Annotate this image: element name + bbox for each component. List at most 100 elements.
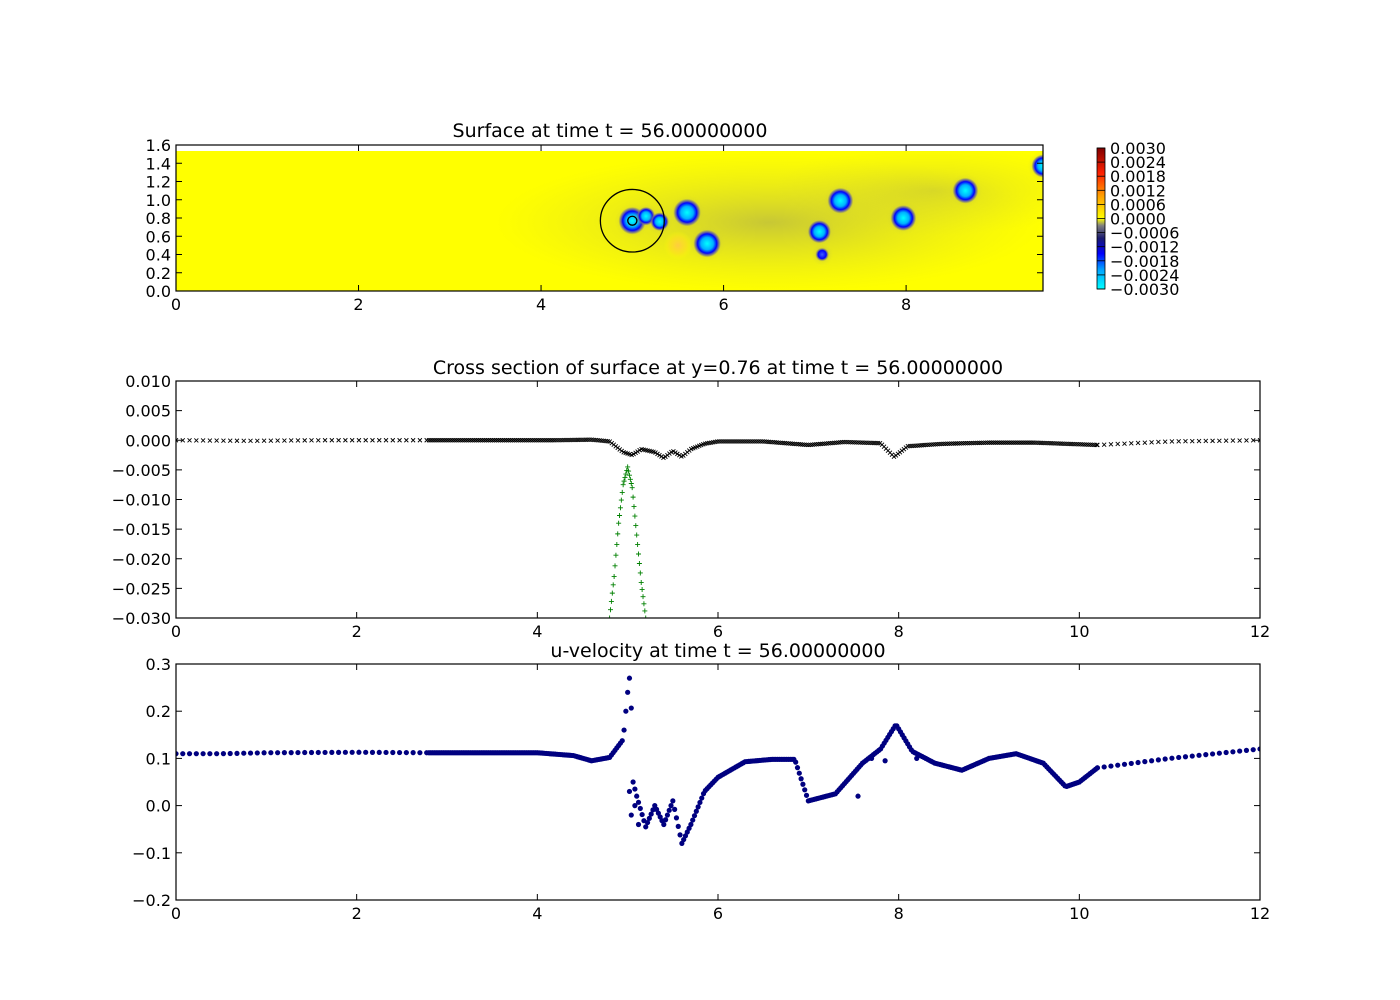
obstacle-point	[629, 485, 635, 491]
colorbar-label: 0.0018	[1110, 167, 1166, 186]
surface-point	[474, 437, 479, 443]
surface-point	[410, 437, 416, 443]
obstacle-point	[636, 560, 642, 566]
surface-point	[472, 437, 477, 443]
obstacle-point	[615, 531, 621, 537]
colorbar-label: 0.0030	[1110, 139, 1166, 158]
surface-y-tick-label: 1.4	[146, 154, 171, 173]
surface-point	[987, 440, 992, 445]
colorbar-label: 0.0000	[1110, 210, 1166, 229]
velocity-point	[207, 751, 213, 757]
velocity-point	[220, 751, 227, 757]
surface-point	[288, 438, 294, 443]
surface-point	[1189, 438, 1195, 444]
surface-point	[734, 439, 740, 444]
depression-spot	[890, 205, 917, 231]
surface-point	[466, 437, 471, 443]
velocity-point	[648, 811, 654, 817]
surface-point	[506, 437, 511, 443]
depression-spot	[673, 198, 701, 227]
velocity-point	[1203, 752, 1209, 758]
obstacle-point	[630, 494, 636, 500]
surface-point	[376, 437, 382, 443]
surface-point	[404, 437, 409, 443]
velocity-point	[800, 781, 806, 787]
velocity-point	[295, 749, 301, 756]
velocity-point	[1216, 750, 1222, 756]
velocity-x-tick-label: 6	[713, 904, 723, 923]
velocity-point	[403, 749, 409, 756]
velocity-y-tick-label: −0.2	[132, 891, 171, 910]
surface-point	[1223, 438, 1229, 444]
velocity-point	[626, 675, 633, 681]
surface-point	[520, 437, 525, 443]
cross-section-y-tick-label: −0.010	[112, 491, 171, 510]
surface-point	[1244, 438, 1249, 443]
velocity-point	[1250, 747, 1256, 753]
velocity-point	[699, 795, 705, 801]
velocity-y-tick-label: 0.1	[146, 749, 171, 768]
velocity-point	[410, 750, 416, 756]
surface-point	[716, 439, 722, 444]
obstacle-point	[634, 532, 640, 538]
surface-point	[194, 438, 199, 443]
surface-point	[444, 437, 450, 443]
surface-point	[1010, 440, 1016, 445]
velocity-x-tick-label: 12	[1250, 904, 1270, 923]
velocity-point	[247, 750, 254, 756]
velocity-markers	[176, 675, 1260, 846]
depression-spot	[1031, 154, 1043, 178]
velocity-point	[1135, 759, 1141, 766]
surface-point	[417, 437, 423, 443]
obstacle-point	[617, 505, 623, 511]
surface-y-tick-label: 1.2	[146, 173, 171, 192]
surface-point	[295, 438, 301, 443]
surface-point	[569, 437, 575, 443]
obstacle-point	[622, 475, 628, 481]
velocity-y-ticks: −0.2 −0.1 0.0 0.1 0.2 0.3	[132, 655, 1260, 910]
surface-point	[1210, 438, 1215, 444]
surface-point	[571, 437, 577, 443]
velocity-point	[663, 817, 669, 823]
surface-point	[996, 440, 1002, 445]
surface-point	[525, 437, 531, 443]
colorbar-label: −0.0006	[1110, 224, 1179, 243]
velocity-y-tick-label: 0.3	[146, 655, 171, 674]
surface-point	[581, 437, 587, 443]
obstacle-point	[642, 608, 648, 614]
surface-point	[1002, 440, 1008, 445]
velocity-point	[666, 807, 672, 813]
cross-section-y-tick-label: −0.015	[112, 520, 171, 539]
surface-point	[430, 437, 436, 443]
surface-point	[746, 439, 752, 444]
surface-point	[454, 437, 460, 443]
depression-spot	[807, 220, 831, 244]
elevation-spot	[663, 230, 693, 260]
surface-point	[432, 437, 438, 443]
velocity-point	[329, 749, 335, 755]
surface-point	[1128, 441, 1134, 446]
surface-point	[302, 438, 308, 443]
surface-point	[527, 437, 533, 443]
velocity-frame	[175, 663, 1261, 901]
surface-point	[1026, 440, 1032, 445]
obstacle-point	[617, 512, 623, 518]
surface-point	[547, 437, 553, 443]
surface-point	[478, 437, 483, 443]
velocity-point	[628, 705, 634, 711]
cross-section-y-tick-label: −0.020	[112, 550, 171, 569]
surface-point	[492, 437, 497, 443]
obstacle-point	[620, 482, 626, 488]
surface-point	[464, 437, 470, 443]
obstacle-point	[626, 468, 632, 474]
surface-point	[309, 438, 314, 443]
surface-point	[484, 437, 489, 443]
cross-section-y-tick-label: 0.005	[125, 402, 171, 421]
surface-point	[514, 437, 519, 443]
surface-x-tick-label: 0	[171, 295, 181, 314]
surface-title: Surface at time t = 56.00000000	[453, 120, 768, 142]
surface-point	[998, 440, 1004, 445]
velocity-point	[234, 750, 240, 756]
surface-point	[553, 437, 559, 443]
